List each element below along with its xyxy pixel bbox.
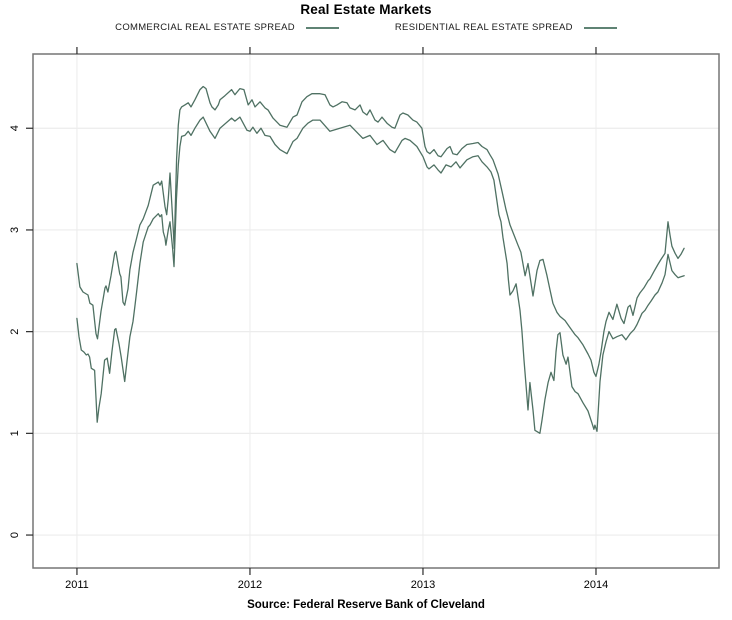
plot-border bbox=[32, 53, 720, 569]
legend-entry-commercial: COMMERCIAL REAL ESTATE SPREAD bbox=[115, 22, 339, 33]
legend: COMMERCIAL REAL ESTATE SPREAD RESIDENTIA… bbox=[0, 22, 732, 33]
y-tick-label: 4 bbox=[9, 125, 21, 131]
series-line-commercial bbox=[76, 85, 685, 378]
legend-line-swatch-commercial bbox=[305, 26, 339, 29]
legend-label-commercial: COMMERCIAL REAL ESTATE SPREAD bbox=[115, 22, 295, 33]
y-tick-label: 2 bbox=[9, 329, 21, 335]
legend-label-residential: RESIDENTIAL REAL ESTATE SPREAD bbox=[394, 22, 573, 33]
x-tick-label: 2013 bbox=[411, 579, 435, 591]
series-line-residential bbox=[76, 116, 685, 434]
legend-entry-residential: RESIDENTIAL REAL ESTATE SPREAD bbox=[395, 22, 617, 33]
source-caption: Source: Federal Reserve Bank of Clevelan… bbox=[247, 599, 485, 611]
y-tick-label: 0 bbox=[9, 532, 21, 538]
legend-line-swatch-residential bbox=[583, 26, 617, 29]
y-tick-label: 1 bbox=[9, 430, 21, 436]
x-tick-label: 2011 bbox=[65, 579, 89, 591]
x-tick-label: 2012 bbox=[238, 579, 262, 591]
chart-title: Real Estate Markets bbox=[300, 2, 432, 17]
y-tick-label: 3 bbox=[9, 227, 21, 233]
x-tick-label: 2014 bbox=[584, 579, 608, 591]
